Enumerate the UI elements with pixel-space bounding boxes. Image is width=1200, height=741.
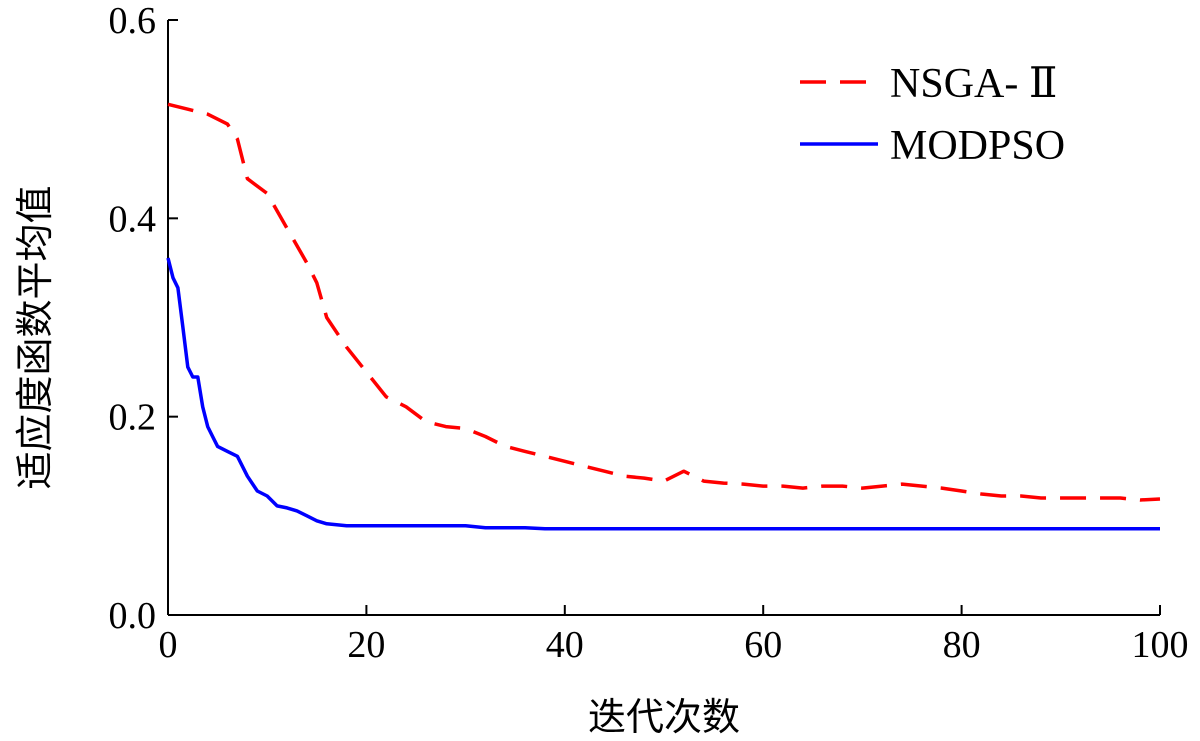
y-axis-title: 适应度函数平均值 <box>13 185 57 489</box>
y-tick-label: 0.6 <box>109 0 157 42</box>
legend: NSGA- Ⅱ MODPSO <box>800 61 1065 169</box>
series-line-1 <box>167 102 1161 502</box>
axes <box>167 20 1160 616</box>
series-group <box>166 102 1161 531</box>
y-ticks: 0.0 0.2 0.4 0.6 <box>109 0 178 637</box>
x-tick-label: 40 <box>546 624 584 666</box>
series-line-2 <box>166 257 1160 531</box>
legend-label-1: NSGA- Ⅱ <box>890 61 1057 107</box>
x-tick-label: 20 <box>347 624 385 666</box>
y-tick-label: 0.4 <box>109 198 157 240</box>
x-tick-label: 60 <box>744 624 782 666</box>
x-tick-label: 0 <box>159 624 178 666</box>
x-tick-label: 100 <box>1132 624 1189 666</box>
x-axis-title: 迭代次数 <box>588 695 740 739</box>
legend-label-2: MODPSO <box>890 123 1065 169</box>
x-tick-label: 80 <box>943 624 981 666</box>
y-tick-label: 0.2 <box>109 397 157 439</box>
y-tick-label: 0.0 <box>109 595 157 637</box>
x-ticks: 0 20 40 60 80 100 <box>159 605 1189 666</box>
